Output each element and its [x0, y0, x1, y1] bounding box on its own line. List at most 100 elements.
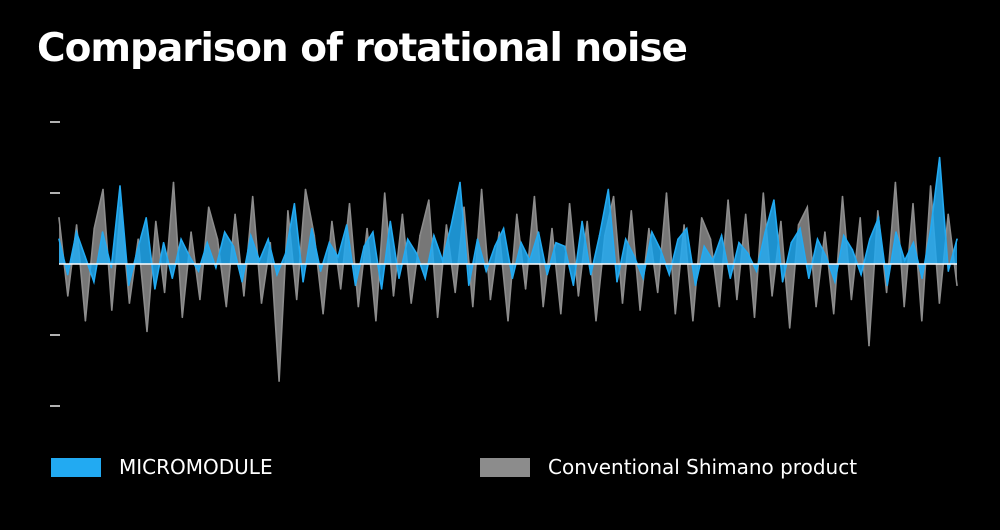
data-point: [401, 213, 404, 216]
data-point: [58, 238, 60, 240]
data-point: [243, 295, 245, 297]
data-point: [546, 273, 548, 276]
data-point: [251, 195, 254, 198]
data-point: [102, 188, 104, 191]
data-point: [956, 238, 958, 240]
data-point: [744, 213, 747, 216]
data-point: [127, 284, 130, 287]
data-point: [850, 298, 853, 301]
data-point: [494, 245, 496, 248]
data-point: [348, 202, 351, 205]
data-point: [642, 277, 644, 280]
data-point: [189, 256, 191, 258]
data-point: [590, 273, 592, 276]
data-point: [197, 270, 200, 272]
data-point: [293, 202, 296, 205]
data-point: [304, 188, 307, 191]
data-point: [665, 192, 668, 194]
data-point: [119, 185, 121, 187]
data-point: [738, 241, 740, 244]
data-point: [476, 238, 479, 240]
data-point: [75, 231, 78, 233]
data-point: [788, 327, 791, 329]
data-point: [624, 238, 627, 240]
data-point: [842, 234, 845, 237]
data-point: [472, 305, 474, 308]
data-point: [410, 302, 413, 304]
data-point: [260, 302, 263, 304]
data-point: [511, 277, 514, 280]
data-point: [712, 259, 714, 262]
data-point: [459, 181, 461, 184]
data-point: [146, 330, 148, 333]
data-point: [612, 195, 615, 198]
data-point: [155, 220, 157, 223]
data-point: [468, 284, 470, 287]
data-point: [956, 284, 958, 287]
data-point: [225, 305, 228, 308]
data-point: [398, 277, 400, 280]
data-point: [877, 210, 879, 212]
data-point: [563, 245, 566, 248]
data-point: [677, 238, 679, 240]
data-point: [607, 188, 610, 191]
data-point: [337, 256, 339, 258]
data-point: [709, 238, 712, 240]
legend-item-conventional: Conventional Shimano product: [480, 455, 857, 479]
data-point: [639, 309, 641, 311]
series-area: [59, 157, 957, 289]
data-point: [674, 312, 677, 315]
data-point: [516, 213, 518, 216]
data-point: [903, 259, 906, 262]
data-point: [232, 245, 235, 248]
data-point: [357, 305, 360, 308]
data-point: [886, 284, 889, 287]
data-point: [659, 249, 662, 251]
data-point: [755, 270, 758, 272]
data-point: [223, 231, 226, 233]
data-point: [762, 192, 765, 194]
data-point: [568, 202, 571, 205]
data-point: [162, 241, 165, 244]
legend-swatch-conventional: [480, 457, 530, 477]
data-point: [250, 234, 252, 237]
y-axis-ticks: [50, 121, 60, 407]
data-point: [520, 241, 522, 244]
data-point: [145, 217, 147, 219]
data-point: [736, 298, 738, 301]
data-point: [389, 220, 392, 223]
data-point: [868, 344, 870, 347]
data-point: [683, 224, 685, 226]
data-point: [383, 192, 386, 194]
data-point: [163, 291, 166, 294]
data-point: [267, 238, 270, 240]
data-point: [747, 252, 749, 255]
data-point: [392, 295, 395, 297]
data-point: [921, 277, 923, 280]
data-point: [930, 227, 932, 230]
data-point: [415, 252, 418, 255]
data-point: [537, 231, 540, 233]
data-point: [180, 238, 182, 240]
data-point: [921, 320, 923, 322]
data-point: [171, 277, 174, 280]
data-point: [463, 206, 465, 208]
data-point: [692, 320, 694, 322]
data-point: [938, 302, 941, 304]
data-point: [454, 291, 457, 294]
chart-title: Comparison of rotational noise: [37, 26, 688, 71]
data-point: [912, 241, 915, 244]
data-point: [84, 256, 86, 258]
data-point: [560, 312, 562, 315]
data-point: [718, 305, 721, 308]
data-point: [331, 220, 333, 223]
data-point: [825, 256, 827, 258]
data-point: [753, 316, 756, 319]
data-point: [181, 316, 184, 319]
data-point: [450, 224, 453, 226]
data-point: [947, 270, 950, 272]
data-point: [507, 320, 509, 322]
data-point: [480, 188, 483, 191]
legend-label-micromodule: MICROMODULE: [119, 455, 273, 479]
